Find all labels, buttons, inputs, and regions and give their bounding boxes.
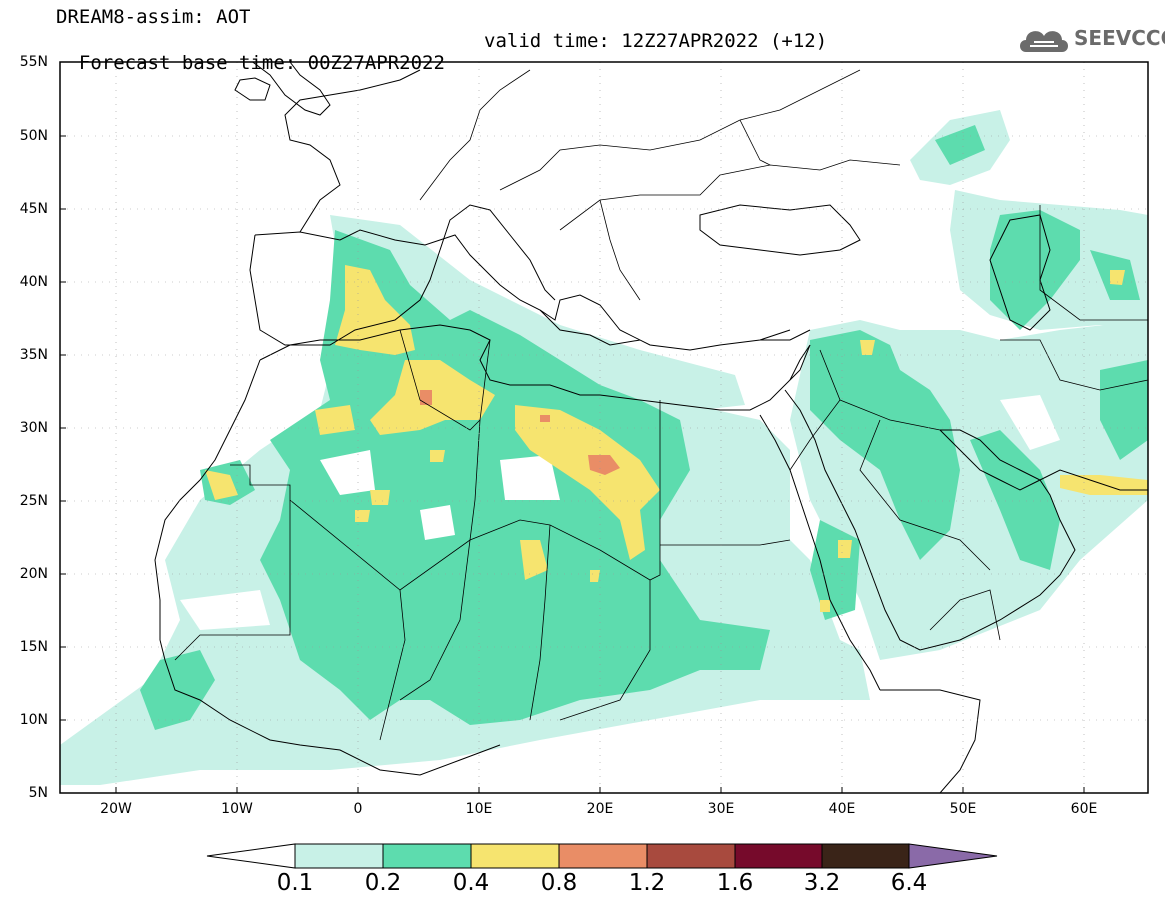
lat-label: 35N: [19, 347, 48, 363]
colorbar-cell: [294, 843, 384, 869]
aot-band-0.4-0.8: [205, 265, 1148, 612]
map-title: DREAM8-assim: AOT: [56, 6, 251, 28]
colorbar-label: 1.6: [716, 870, 754, 896]
borders: [174, 69, 1148, 741]
colorbar-cell: [382, 843, 472, 869]
lat-label: 20N: [19, 566, 48, 582]
colorbar-cell: [821, 843, 910, 869]
axis-ticks: [60, 61, 1085, 794]
lat-label: 10N: [19, 712, 48, 728]
valid-time: valid time: 12Z27APR2022 (+12): [484, 30, 828, 52]
lon-label: 10E: [465, 801, 493, 817]
colorbar-label: 0.1: [276, 870, 314, 896]
coastlines: [154, 62, 1148, 793]
lat-label: 15N: [19, 639, 48, 655]
lon-label: 10W: [221, 801, 253, 817]
base-time: Forecast base time: 00Z27APR2022: [78, 52, 445, 74]
colorbar-label: 0.8: [540, 870, 578, 896]
colorbar-cell: [646, 843, 736, 869]
colorbar-label: 3.2: [803, 870, 841, 896]
colorbar-label: 0.4: [452, 870, 490, 896]
colorbar-label: 0.2: [364, 870, 402, 896]
lat-label: 40N: [19, 274, 48, 290]
lat-label: 25N: [19, 493, 48, 509]
colorbar-cell: [470, 843, 560, 869]
lat-label: 5N: [28, 785, 48, 801]
lon-label: 20E: [586, 801, 614, 817]
lon-label: 50E: [949, 801, 977, 817]
colorbar-over-arrow: [908, 843, 998, 869]
colorbar-under-arrow: [206, 843, 296, 869]
lon-label: 60E: [1070, 801, 1098, 817]
cloud-icon: [1020, 31, 1068, 52]
lon-label: 30E: [707, 801, 735, 817]
aot-holes: [180, 395, 1060, 630]
lon-label: 20W: [100, 801, 132, 817]
lat-label: 50N: [19, 128, 48, 144]
lon-label: 40E: [828, 801, 856, 817]
gridlines: [60, 62, 1148, 793]
lat-label: 30N: [19, 420, 48, 436]
colorbar-label: 1.2: [628, 870, 666, 896]
lon-label: 0: [353, 801, 363, 817]
lat-label: 55N: [19, 54, 48, 70]
seevccc-logo: SEEVCCC: [1016, 20, 1165, 60]
colorbar-label: 6.4: [890, 870, 928, 896]
lat-label: 45N: [19, 201, 48, 217]
logo-text: SEEVCCC: [1074, 26, 1165, 50]
aot-band-0.8-1.2: [420, 390, 620, 475]
forecast-times: Forecast base time: 00Z27APR2022 valid t…: [56, 30, 827, 96]
colorbar-cell: [558, 843, 648, 869]
colorbar-cell: [734, 843, 823, 869]
colorbar: [206, 843, 998, 869]
